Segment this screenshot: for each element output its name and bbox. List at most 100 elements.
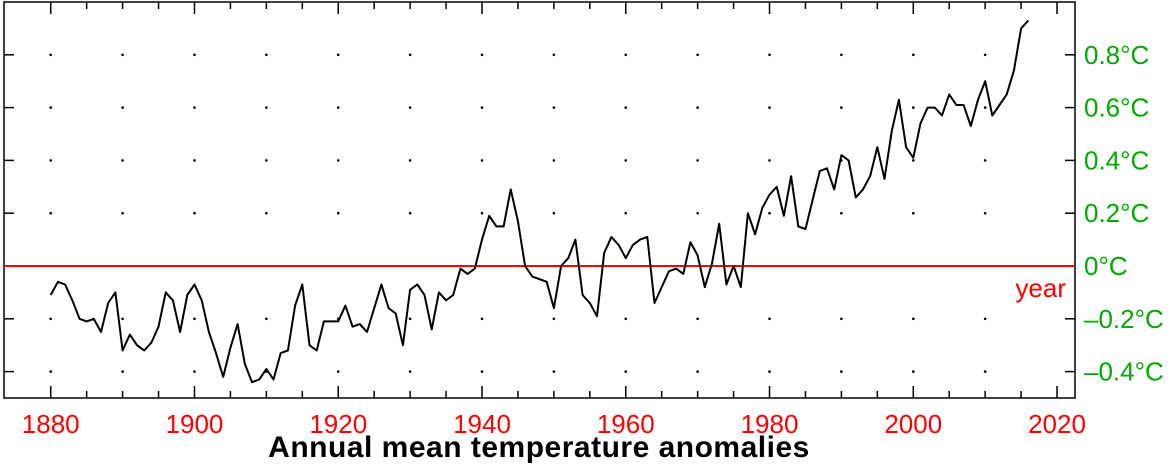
x-axis-tick-labels: 1880 1900 1920 1940 1960 1980 2000 2020 [22,409,1086,439]
grid-dot [408,317,412,321]
grid-dot [121,317,124,321]
grid-dot [983,317,987,321]
grid-dot [696,370,699,373]
grid-dot [840,317,843,321]
grid-dot [840,53,843,57]
grid-dot [121,370,124,373]
grid-dot [408,370,412,373]
grid-dots [49,53,987,373]
grid-dot [624,159,628,162]
grid-dot [336,106,340,109]
grid-dot [768,106,771,109]
grid-dot [265,211,268,215]
y-tick-label: 0.8°C [1084,40,1149,70]
plot-frame [3,1,1076,399]
grid-dot [768,159,771,162]
grid-dot [49,53,53,57]
grid-dot [408,159,412,162]
grid-dot [193,211,196,215]
x-tick-label: 1960 [597,409,655,439]
y-tick-label: 0.2°C [1084,198,1149,228]
grid-dot [193,370,196,373]
y-tick-label: –0.2°C [1084,304,1164,334]
grid-dot [696,159,699,162]
grid-dot [193,159,196,162]
grid-dot [768,211,771,215]
grid-dot [911,159,915,162]
grid-dot [265,53,268,57]
grid-dot [768,317,771,321]
grid-dot [265,106,268,109]
x-tick-label: 1980 [741,409,799,439]
grid-dot [624,317,628,321]
grid-dot [49,370,53,373]
grid-dot [552,106,556,109]
x-axis-ticks [49,2,1058,398]
grid-dot [983,106,987,109]
series-line-temperature [49,19,1030,384]
y-tick-label: –0.4°C [1084,357,1164,387]
x-tick-label: 1880 [22,409,80,439]
grid-dot [696,211,699,215]
grid-dot [480,317,484,321]
chart-title: Annual mean temperature anomalies [268,431,810,464]
grid-dot [480,370,484,373]
y-tick-label: 0.4°C [1084,145,1149,175]
grid-dot [552,317,556,321]
grid-dot [696,106,699,109]
grid-dot [624,211,628,215]
grid-dot [696,317,699,321]
grid-dot [911,106,915,109]
grid-dot [336,370,340,373]
grid-dot [552,211,556,215]
grid-dot [121,211,124,215]
grid-dot [121,53,124,57]
grid-dot [983,53,987,57]
grid-dot [121,106,124,109]
grid-dot [336,159,340,162]
grid-dot [768,370,771,373]
grid-dot [983,370,987,373]
grid-dot [911,53,915,57]
grid-dot [49,211,53,215]
grid-dot [840,211,843,215]
grid-dot [983,159,987,162]
y-tick-label: 0°C [1084,251,1128,281]
grid-dot [911,370,915,373]
x-tick-label: 1920 [309,409,367,439]
grid-dot [336,211,340,215]
grid-dot [265,159,268,162]
grid-dot [911,317,915,321]
grid-dot [480,106,484,109]
grid-dot [408,211,412,215]
grid-dot [624,370,628,373]
grid-dot [624,53,628,57]
grid-dot [121,159,124,162]
grid-dot [480,211,484,215]
grid-dot [193,317,196,321]
grid-dot [480,53,484,57]
grid-dot [49,159,53,162]
x-axis-label: year [1015,273,1066,303]
x-tick-label: 2000 [884,409,942,439]
grid-dot [840,370,843,373]
y-tick-label: 0.6°C [1084,93,1149,123]
grid-dot [840,106,843,109]
grid-dot [49,106,53,109]
grid-dot [624,106,628,109]
grid-dot [336,53,340,57]
grid-dot [552,53,556,57]
y-axis-tick-labels: 0.8°C 0.6°C 0.4°C 0.2°C 0°C –0.2°C –0.4°C [1084,40,1164,387]
grid-dot [696,53,699,57]
x-tick-label: 2020 [1028,409,1086,439]
grid-dot [480,159,484,162]
grid-dot [408,106,412,109]
grid-dot [983,211,987,215]
grid-dot [552,159,556,162]
grid-dot [408,53,412,57]
x-tick-label: 1940 [453,409,511,439]
grid-dot [193,106,196,109]
grid-dot [265,317,268,321]
grid-dot [552,370,556,373]
